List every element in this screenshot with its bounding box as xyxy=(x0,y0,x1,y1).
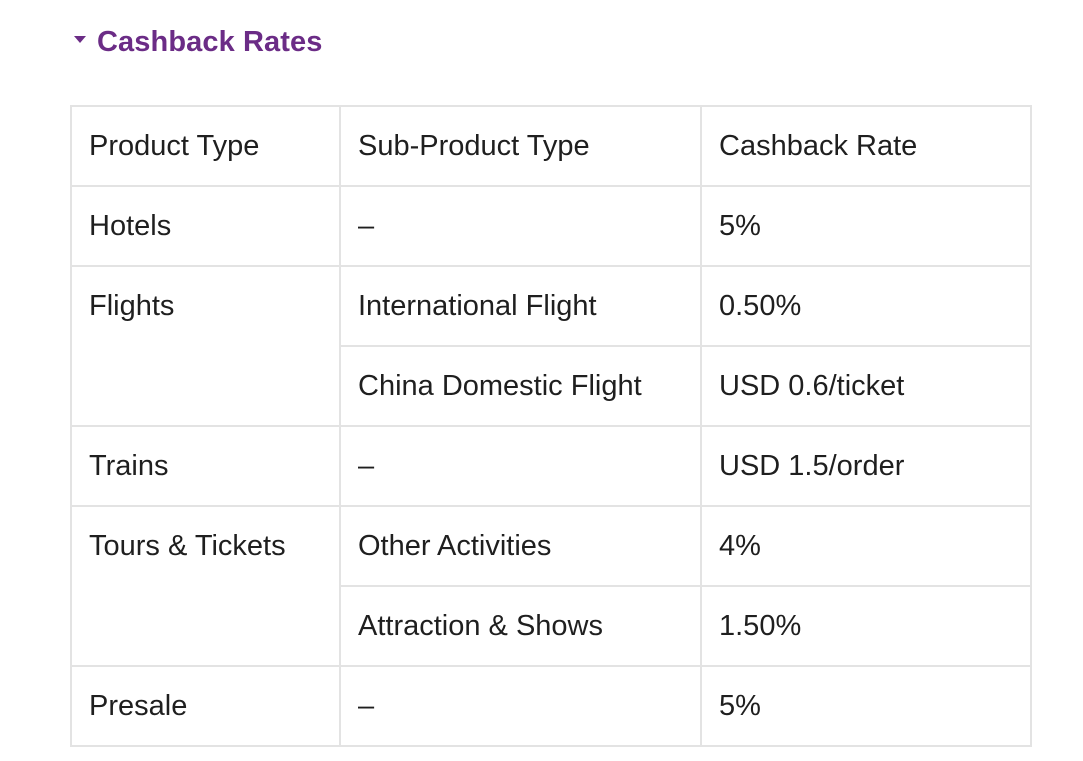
cell-cashback-rate: 0.50% xyxy=(700,265,1032,347)
cell-product-type: Hotels xyxy=(70,185,341,267)
cell-sub-product-type: Other Activities xyxy=(339,505,702,587)
cell-cashback-rate: USD 1.5/order xyxy=(700,425,1032,507)
cell-sub-product-type: – xyxy=(339,665,702,747)
header-product-type: Product Type xyxy=(70,105,341,187)
table-row: Tours & Tickets Other Activities 4% xyxy=(70,505,1032,667)
table-row: Attraction & Shows 1.50% xyxy=(71,585,1032,667)
header-cashback-rate: Cashback Rate xyxy=(700,105,1032,187)
cell-sub-product-type: International Flight xyxy=(339,265,702,347)
table-row: China Domestic Flight USD 0.6/ticket xyxy=(71,345,1032,427)
section-title: Cashback Rates xyxy=(97,25,323,58)
cell-cashback-rate: 5% xyxy=(700,185,1032,267)
cell-sub-product-type: China Domestic Flight xyxy=(339,345,702,427)
cell-cashback-rate: 4% xyxy=(700,505,1032,587)
table-header-row: Product Type Sub-Product Type Cashback R… xyxy=(70,105,1032,187)
cell-cashback-rate: 1.50% xyxy=(700,585,1032,667)
table-row: Flights International Flight 0.50% xyxy=(70,265,1032,427)
cell-product-type: Trains xyxy=(70,425,341,507)
cell-cashback-rate: USD 0.6/ticket xyxy=(700,345,1032,427)
cell-product-type: Flights xyxy=(70,265,341,427)
cashback-rates-toggle[interactable]: Cashback Rates xyxy=(74,22,322,62)
table-row: Trains – USD 1.5/order xyxy=(70,425,1032,507)
cell-sub-product-type: – xyxy=(339,185,702,267)
table-row: Hotels –5% xyxy=(70,185,1032,267)
header-sub-product-type: Sub-Product Type xyxy=(339,105,702,187)
cell-sub-product-type: – xyxy=(339,425,702,507)
cashback-rates-table: Product Type Sub-Product Type Cashback R… xyxy=(70,105,1032,747)
table-row: Presale –5% xyxy=(70,665,1032,747)
cell-cashback-rate: 5% xyxy=(700,665,1032,747)
cell-sub-product-type: Attraction & Shows xyxy=(339,585,702,667)
caret-down-icon xyxy=(74,36,86,43)
cell-product-type: Presale xyxy=(70,665,341,747)
cell-product-type: Tours & Tickets xyxy=(70,505,341,667)
